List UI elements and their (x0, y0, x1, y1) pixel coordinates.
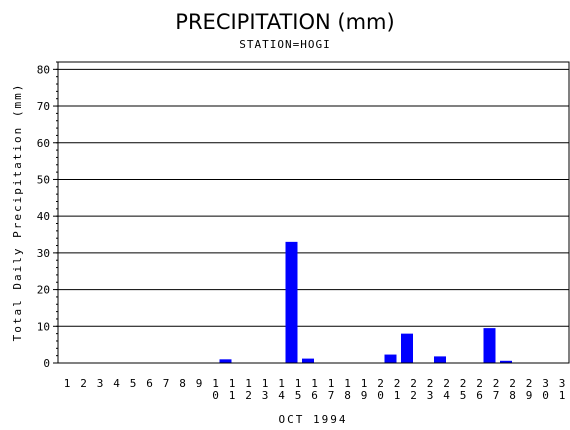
x-tick-label-1: 1 (64, 377, 71, 390)
x-tick-label-15: 5 (295, 389, 302, 402)
y-tick-label: 0 (43, 357, 50, 370)
x-tick-label-7: 7 (163, 377, 170, 390)
y-tick-label: 30 (37, 247, 50, 260)
x-axis-ticks: 1 2 3 4 5 6 7 8 9 1011121314151617181920212223242… (64, 377, 566, 402)
x-tick-label-14: 1 (278, 377, 285, 390)
x-tick-label-27: 2 (493, 377, 500, 390)
plot-frame (57, 61, 570, 364)
bar-day-15 (302, 358, 314, 363)
x-tick-label-13: 3 (262, 389, 269, 402)
chart-subtitle: STATION=HOGI (239, 38, 330, 51)
y-tick-label: 80 (37, 63, 50, 76)
x-tick-label-5: 5 (130, 377, 137, 390)
x-tick-label-25: 5 (460, 389, 467, 402)
x-tick-label-12: 1 (245, 377, 252, 390)
chart-title: PRECIPITATION (mm) (175, 10, 394, 34)
x-tick-label-16: 1 (311, 377, 318, 390)
bar-day-27 (500, 360, 512, 363)
x-tick-label-24: 4 (443, 389, 450, 402)
x-tick-label-10: 0 (212, 389, 219, 402)
bar-day-10 (219, 359, 232, 363)
x-tick-label-29: 9 (526, 389, 533, 402)
x-tick-label-31: 1 (559, 389, 566, 402)
x-tick-label-14: 4 (278, 389, 285, 402)
x-tick-label-30: 0 (542, 389, 549, 402)
x-tick-label-6: 6 (146, 377, 153, 390)
x-tick-label-3: 3 (97, 377, 104, 390)
x-tick-label-28: 2 (509, 377, 516, 390)
x-tick-label-11: 1 (229, 377, 236, 390)
x-tick-label-21: 2 (394, 377, 401, 390)
x-tick-label-23: 2 (427, 377, 434, 390)
x-tick-label-19: 9 (361, 389, 368, 402)
bar-day-20 (384, 354, 397, 363)
x-tick-label-26: 2 (476, 377, 483, 390)
gridlines (58, 68, 569, 327)
x-tick-label-12: 2 (245, 389, 252, 402)
x-tick-label-10: 1 (212, 377, 219, 390)
bar-day-26 (483, 328, 496, 363)
x-tick-label-28: 8 (509, 389, 516, 402)
x-tick-label-8: 8 (179, 377, 186, 390)
x-tick-label-19: 1 (361, 377, 368, 390)
x-tick-label-22: 2 (410, 377, 417, 390)
y-tick-label: 40 (37, 210, 50, 223)
x-tick-label-13: 1 (262, 377, 269, 390)
x-tick-label-20: 2 (377, 377, 384, 390)
bar-day-21 (401, 333, 413, 363)
x-tick-label-25: 2 (460, 377, 467, 390)
bars (219, 241, 512, 363)
x-tick-label-27: 7 (493, 389, 500, 402)
x-tick-label-16: 6 (311, 389, 318, 402)
x-tick-label-23: 3 (427, 389, 434, 402)
x-tick-label-18: 8 (344, 389, 351, 402)
y-tick-label: 50 (37, 173, 50, 186)
x-tick-label-21: 1 (394, 389, 401, 402)
x-tick-label-11: 1 (229, 389, 236, 402)
x-tick-label-24: 2 (443, 377, 450, 390)
x-tick-label-20: 0 (377, 389, 384, 402)
x-tick-label-4: 4 (113, 377, 120, 390)
y-tick-label: 60 (37, 137, 50, 150)
x-tick-label-18: 1 (344, 377, 351, 390)
y-axis-label: Total Daily Precipitation (mm) (11, 83, 24, 342)
y-tick-label: 10 (37, 320, 50, 333)
x-tick-label-17: 7 (328, 389, 335, 402)
x-tick-label-15: 1 (295, 377, 302, 390)
y-tick-label: 70 (37, 100, 50, 113)
x-tick-label-31: 3 (559, 377, 566, 390)
x-tick-label-29: 2 (526, 377, 533, 390)
bar-day-14 (285, 241, 298, 363)
x-tick-label-30: 3 (542, 377, 549, 390)
y-axis-ticks: 0 10 20 30 40 50 60 70 80 (37, 61, 58, 370)
x-tick-label-22: 2 (410, 389, 417, 402)
x-axis-label: OCT 1994 (279, 413, 348, 426)
x-tick-label-26: 6 (476, 389, 483, 402)
x-tick-label-17: 1 (328, 377, 335, 390)
bar-day-23 (434, 356, 446, 363)
x-tick-label-2: 2 (80, 377, 87, 390)
y-tick-label: 20 (37, 284, 50, 297)
x-tick-label-9: 9 (196, 377, 203, 390)
